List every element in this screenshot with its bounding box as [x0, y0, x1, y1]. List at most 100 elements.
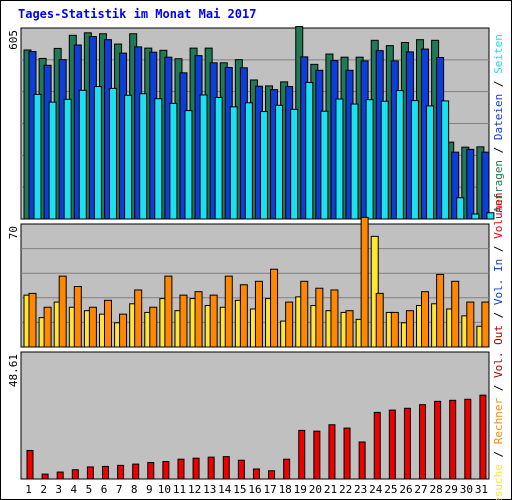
- x-tick-label-day-5: 5: [86, 483, 93, 496]
- bar-rechner-day-12: [194, 291, 203, 348]
- bar-volumen-day-4: [71, 469, 79, 480]
- bar-rechner-day-9: [149, 306, 158, 348]
- bar-seiten-day-16: [259, 111, 268, 220]
- bar-volumen-day-29: [449, 399, 457, 480]
- bar-seiten-day-17: [275, 104, 284, 220]
- legend-label: Besuche: [492, 464, 505, 500]
- bar-seiten-day-25: [395, 90, 404, 220]
- bar-seiten-day-23: [365, 99, 374, 220]
- x-tick-label-day-22: 22: [339, 483, 352, 496]
- bar-seiten-day-6: [108, 87, 117, 220]
- x-tick-label-day-19: 19: [294, 483, 307, 496]
- bar-rechner-day-15: [239, 284, 248, 348]
- bar-volumen-day-1: [26, 449, 34, 480]
- bar-volumen-day-17: [268, 470, 276, 480]
- legend-label: Vol. Out: [492, 325, 505, 378]
- x-tick-label-day-30: 30: [460, 483, 473, 496]
- bar-rechner-day-17: [270, 268, 279, 348]
- x-tick-label-day-24: 24: [369, 483, 383, 496]
- bar-dateien-day-29: [451, 151, 460, 220]
- bar-rechner-day-5: [88, 306, 97, 348]
- bar-volumen-day-30: [464, 398, 472, 480]
- bar-seiten-day-19: [305, 81, 314, 220]
- bar-seiten-day-9: [154, 98, 163, 220]
- bar-rechner-day-23: [360, 216, 369, 348]
- bar-rechner-day-31: [481, 301, 490, 348]
- legend-label: Seiten: [492, 34, 505, 74]
- bar-rechner-day-7: [119, 313, 128, 348]
- x-tick-label-day-25: 25: [384, 483, 397, 496]
- x-tick-label-day-7: 7: [116, 483, 123, 496]
- bar-volumen-day-10: [162, 461, 170, 480]
- bar-seiten-day-28: [441, 100, 450, 220]
- legend-label: Anfragen: [492, 160, 505, 213]
- x-tick-label-day-10: 10: [158, 483, 171, 496]
- bar-rechner-day-20: [315, 287, 324, 348]
- bar-seiten-day-1: [33, 93, 42, 220]
- bar-seiten-day-13: [214, 96, 223, 220]
- x-tick-label-day-12: 12: [188, 483, 201, 496]
- x-tick-label-day-8: 8: [131, 483, 138, 496]
- bar-volumen-day-21: [328, 424, 336, 480]
- bar-seiten-day-3: [63, 98, 72, 220]
- bar-seiten-day-14: [229, 106, 238, 220]
- x-tick-label-day-6: 6: [101, 483, 108, 496]
- bar-volumen-day-22: [343, 427, 351, 480]
- x-tick-label-day-15: 15: [233, 483, 246, 496]
- bar-seiten-day-8: [139, 93, 148, 220]
- bar-volumen-day-18: [283, 458, 291, 480]
- bar-rechner-day-6: [103, 299, 112, 348]
- bar-seiten-day-20: [320, 110, 329, 220]
- bar-rechner-day-26: [405, 310, 414, 348]
- bar-volumen-day-12: [192, 457, 200, 480]
- bar-seiten-day-29: [456, 197, 465, 220]
- x-tick-label-day-27: 27: [414, 483, 427, 496]
- legend-label: /: [492, 74, 505, 94]
- bar-rechner-day-13: [209, 294, 218, 348]
- bar-rechner-day-4: [73, 286, 82, 348]
- bar-seiten-day-10: [169, 102, 178, 220]
- legend-label: /: [492, 378, 505, 398]
- x-tick-label-day-13: 13: [203, 483, 216, 496]
- x-tick-label-day-2: 2: [40, 483, 47, 496]
- bar-volumen-day-3: [56, 471, 64, 480]
- bar-rechner-day-29: [451, 280, 460, 348]
- x-tick-label-day-11: 11: [173, 483, 186, 496]
- bar-rechner-day-19: [300, 280, 309, 348]
- bar-seiten-day-26: [410, 100, 419, 220]
- bar-rechner-day-18: [285, 301, 294, 348]
- bar-seiten-day-12: [199, 94, 208, 220]
- panel-requests-legend: Anfragen / Dateien / Seiten: [492, 34, 505, 213]
- bar-volumen-day-31: [479, 394, 487, 480]
- bar-rechner-day-24: [375, 292, 384, 348]
- bar-seiten-day-18: [290, 108, 299, 220]
- bar-volumen-day-14: [222, 456, 230, 480]
- bar-rechner-day-30: [466, 301, 475, 348]
- x-tick-label-day-21: 21: [324, 483, 337, 496]
- bar-rechner-day-2: [43, 306, 52, 348]
- bar-rechner-day-11: [179, 294, 188, 348]
- legend-label: Rechner: [492, 397, 505, 444]
- bar-rechner-day-22: [345, 310, 354, 348]
- bar-volumen-day-25: [388, 409, 396, 480]
- bar-volumen-day-24: [373, 411, 381, 480]
- x-tick-label-day-17: 17: [263, 483, 276, 496]
- x-tick-label-day-23: 23: [354, 483, 367, 496]
- legend-label: /: [492, 444, 505, 464]
- chart-title: Tages-Statistik im Monat Mai 2017: [18, 7, 257, 21]
- bar-volumen-day-28: [434, 400, 442, 480]
- bar-volumen-day-6: [101, 465, 109, 480]
- bar-rechner-day-25: [390, 311, 399, 348]
- bar-seiten-day-2: [48, 101, 57, 220]
- x-tick-label-day-28: 28: [430, 483, 443, 496]
- bar-volumen-day-16: [252, 468, 260, 480]
- legend-label: /: [492, 239, 505, 259]
- legend-label: /: [492, 140, 505, 160]
- bar-dateien-day-31: [481, 151, 490, 220]
- bar-seiten-day-7: [124, 94, 133, 220]
- bar-volumen-day-2: [41, 473, 49, 480]
- panel-volume-max-label: 48.61: [7, 354, 20, 387]
- x-tick-label-day-18: 18: [279, 483, 292, 496]
